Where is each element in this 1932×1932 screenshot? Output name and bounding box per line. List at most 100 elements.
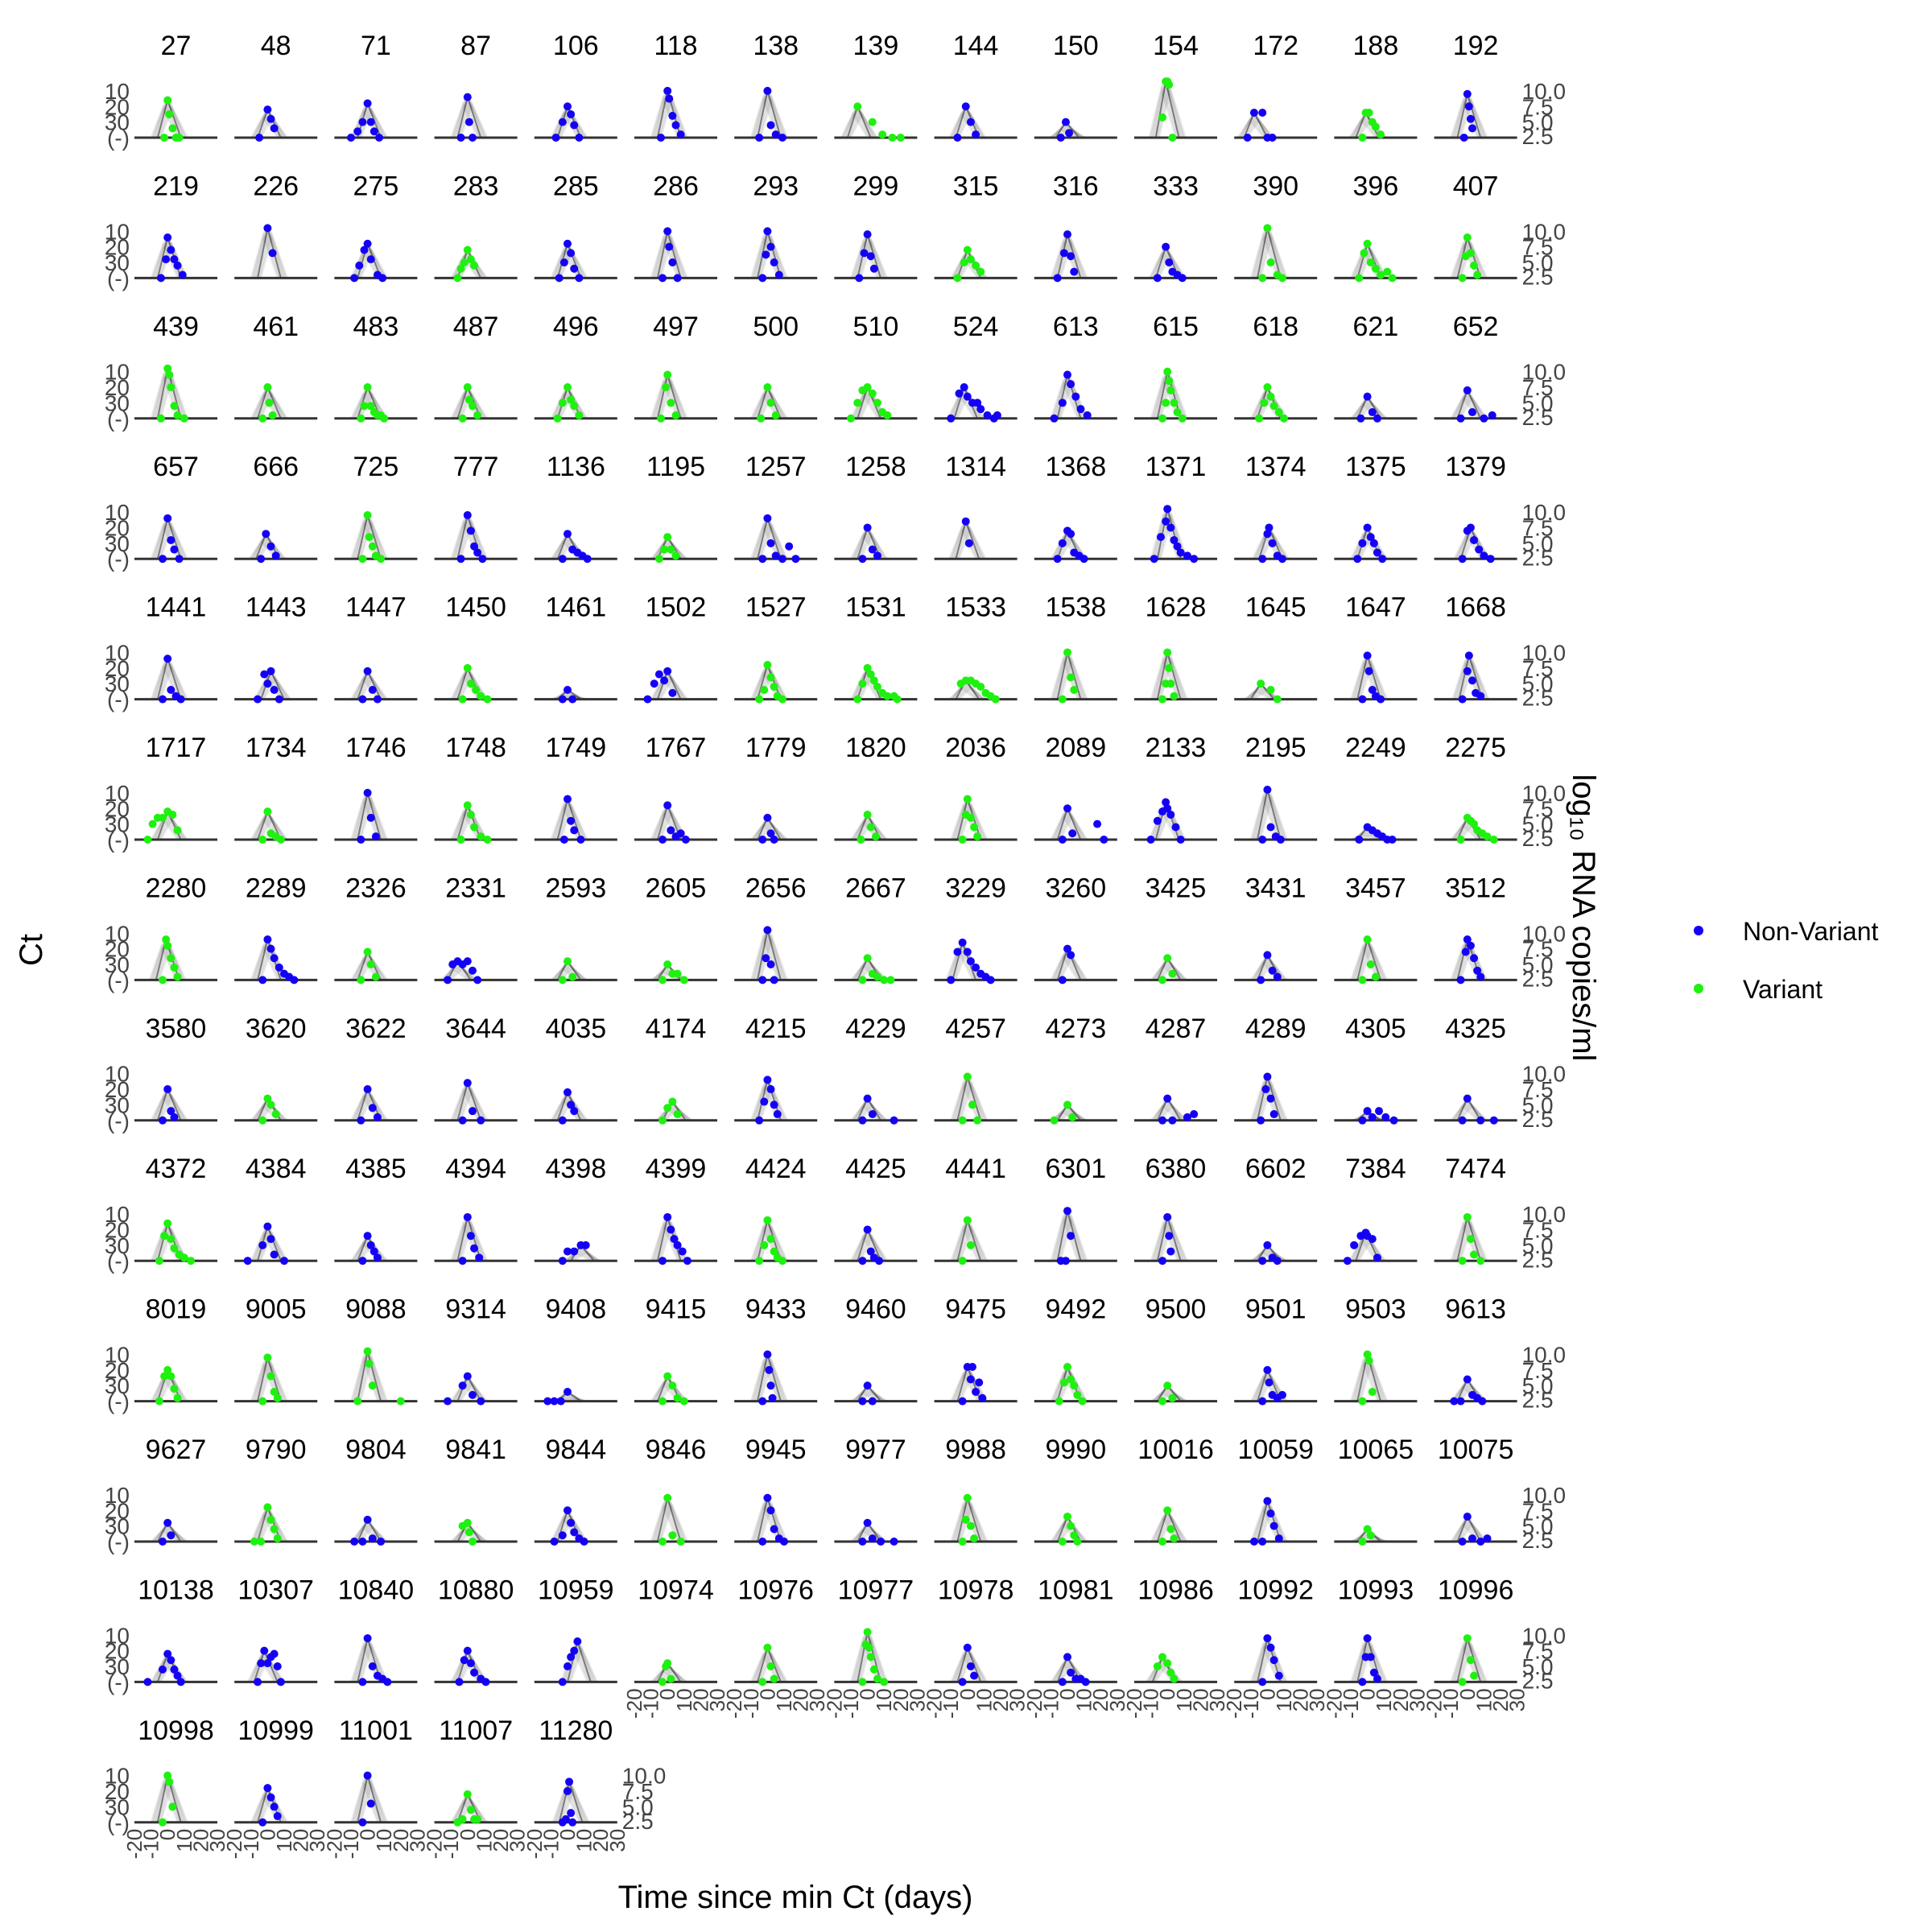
panel-title: 7384 [1345, 1154, 1406, 1184]
y-right-tick-label: 2.5 [1522, 826, 1554, 851]
data-point [961, 1515, 970, 1524]
data-point [464, 1528, 473, 1537]
panel-138: 138 [734, 31, 818, 142]
panel-title: 10976 [737, 1575, 814, 1605]
fitted-trajectory-draw [150, 1659, 180, 1683]
fitted-trajectory-draw [249, 539, 278, 560]
panel-title: 1527 [745, 592, 807, 623]
fitted-trajectory-draw [1257, 1078, 1287, 1121]
panel-9415: 9415 [634, 1294, 717, 1406]
data-point [863, 1518, 872, 1527]
data-point [1070, 267, 1079, 276]
data-point [358, 695, 367, 704]
fitted-trajectory-draw [459, 1220, 489, 1261]
data-point [175, 134, 184, 142]
data-point [683, 1257, 691, 1265]
data-point [890, 1538, 898, 1546]
data-point [366, 960, 375, 969]
panel-1375: 1375 [1334, 452, 1418, 564]
data-point [673, 1393, 682, 1402]
data-point [758, 1678, 767, 1686]
data-point [1058, 695, 1067, 704]
fitted-trajectory-draw [650, 1501, 679, 1542]
data-point [663, 86, 672, 95]
data-point [1368, 1113, 1377, 1121]
x-tick-label: 0 [655, 1688, 679, 1699]
data-point [163, 1649, 172, 1658]
data-point [658, 274, 667, 283]
data-point [255, 134, 264, 142]
fitted-trajectory-draw [750, 1652, 779, 1683]
data-point [1166, 679, 1175, 688]
x-tick-label: 10 [272, 1829, 296, 1852]
panel-3457: 3457 [1334, 873, 1418, 985]
data-point [760, 1097, 769, 1106]
data-point [257, 1659, 266, 1668]
y-tick-label: 30 [105, 952, 130, 977]
x-tick-label: -10 [239, 1829, 263, 1860]
data-point [458, 414, 467, 423]
panel-613: 613 [1034, 312, 1117, 423]
panel-title: 1461 [545, 592, 606, 623]
fitted-trajectory-draw [1359, 943, 1389, 981]
fitted-trajectory-draw [1459, 242, 1488, 279]
data-point [1470, 1250, 1479, 1259]
data-point [1358, 1116, 1367, 1125]
panel-10880: 10880 [434, 1575, 518, 1686]
data-point [270, 1649, 279, 1658]
y-right-tick-label: 2.5 [1522, 264, 1554, 289]
fitted-trajectory-draw [1059, 813, 1088, 840]
data-point [1366, 258, 1375, 267]
fitted-trajectory-draw [158, 660, 187, 700]
panel-title: 396 [1353, 171, 1399, 201]
x-tick-label: 0 [456, 1829, 480, 1840]
data-point [964, 539, 973, 547]
data-point [763, 86, 772, 95]
data-point [1363, 1525, 1372, 1534]
data-point [955, 389, 964, 398]
data-point [1358, 1678, 1367, 1686]
y-right-tick-label: 5.0 [1522, 1233, 1554, 1258]
data-point [570, 1528, 579, 1537]
panel-title: 9790 [246, 1435, 307, 1465]
data-point [458, 695, 467, 704]
panel-title: 6301 [1045, 1154, 1106, 1184]
data-point [257, 555, 266, 564]
fitted-trajectory-draw [1057, 1519, 1087, 1542]
fitted-trajectory-draw [758, 1355, 787, 1402]
data-point [958, 1538, 967, 1546]
data-point [1158, 1538, 1167, 1546]
panel-9501: 9501 [1234, 1294, 1318, 1406]
data-point [853, 102, 862, 111]
panel-title: 487 [453, 312, 499, 342]
fitted-trajectory-draw [857, 1101, 886, 1121]
data-point [1366, 533, 1375, 542]
panel-title: 9501 [1245, 1294, 1307, 1325]
data-point [458, 1116, 467, 1125]
data-point [1273, 972, 1282, 981]
data-point [1093, 819, 1102, 828]
y-right-tick-label: 10.0 [1522, 79, 1567, 104]
data-point [873, 972, 881, 981]
data-point [366, 1799, 375, 1808]
data-point [660, 545, 669, 554]
panel-title: 10880 [438, 1575, 514, 1605]
x-tick-label: 0 [1055, 1688, 1080, 1699]
data-point [176, 695, 185, 704]
data-point [1163, 1659, 1172, 1668]
panel-154: 154 [1134, 31, 1217, 142]
fitted-trajectory-draw [1059, 1371, 1088, 1402]
fitted-trajectory-draw [1238, 115, 1267, 138]
data-point [1265, 1378, 1274, 1387]
y-tick-label: 30 [105, 1233, 130, 1258]
data-point [187, 1257, 196, 1265]
fitted-trajectory-draw [251, 389, 281, 419]
data-point [1473, 270, 1482, 279]
panel-293: 293 [734, 171, 818, 283]
data-point [1463, 233, 1472, 242]
data-point [167, 685, 175, 694]
data-point [1363, 392, 1372, 401]
